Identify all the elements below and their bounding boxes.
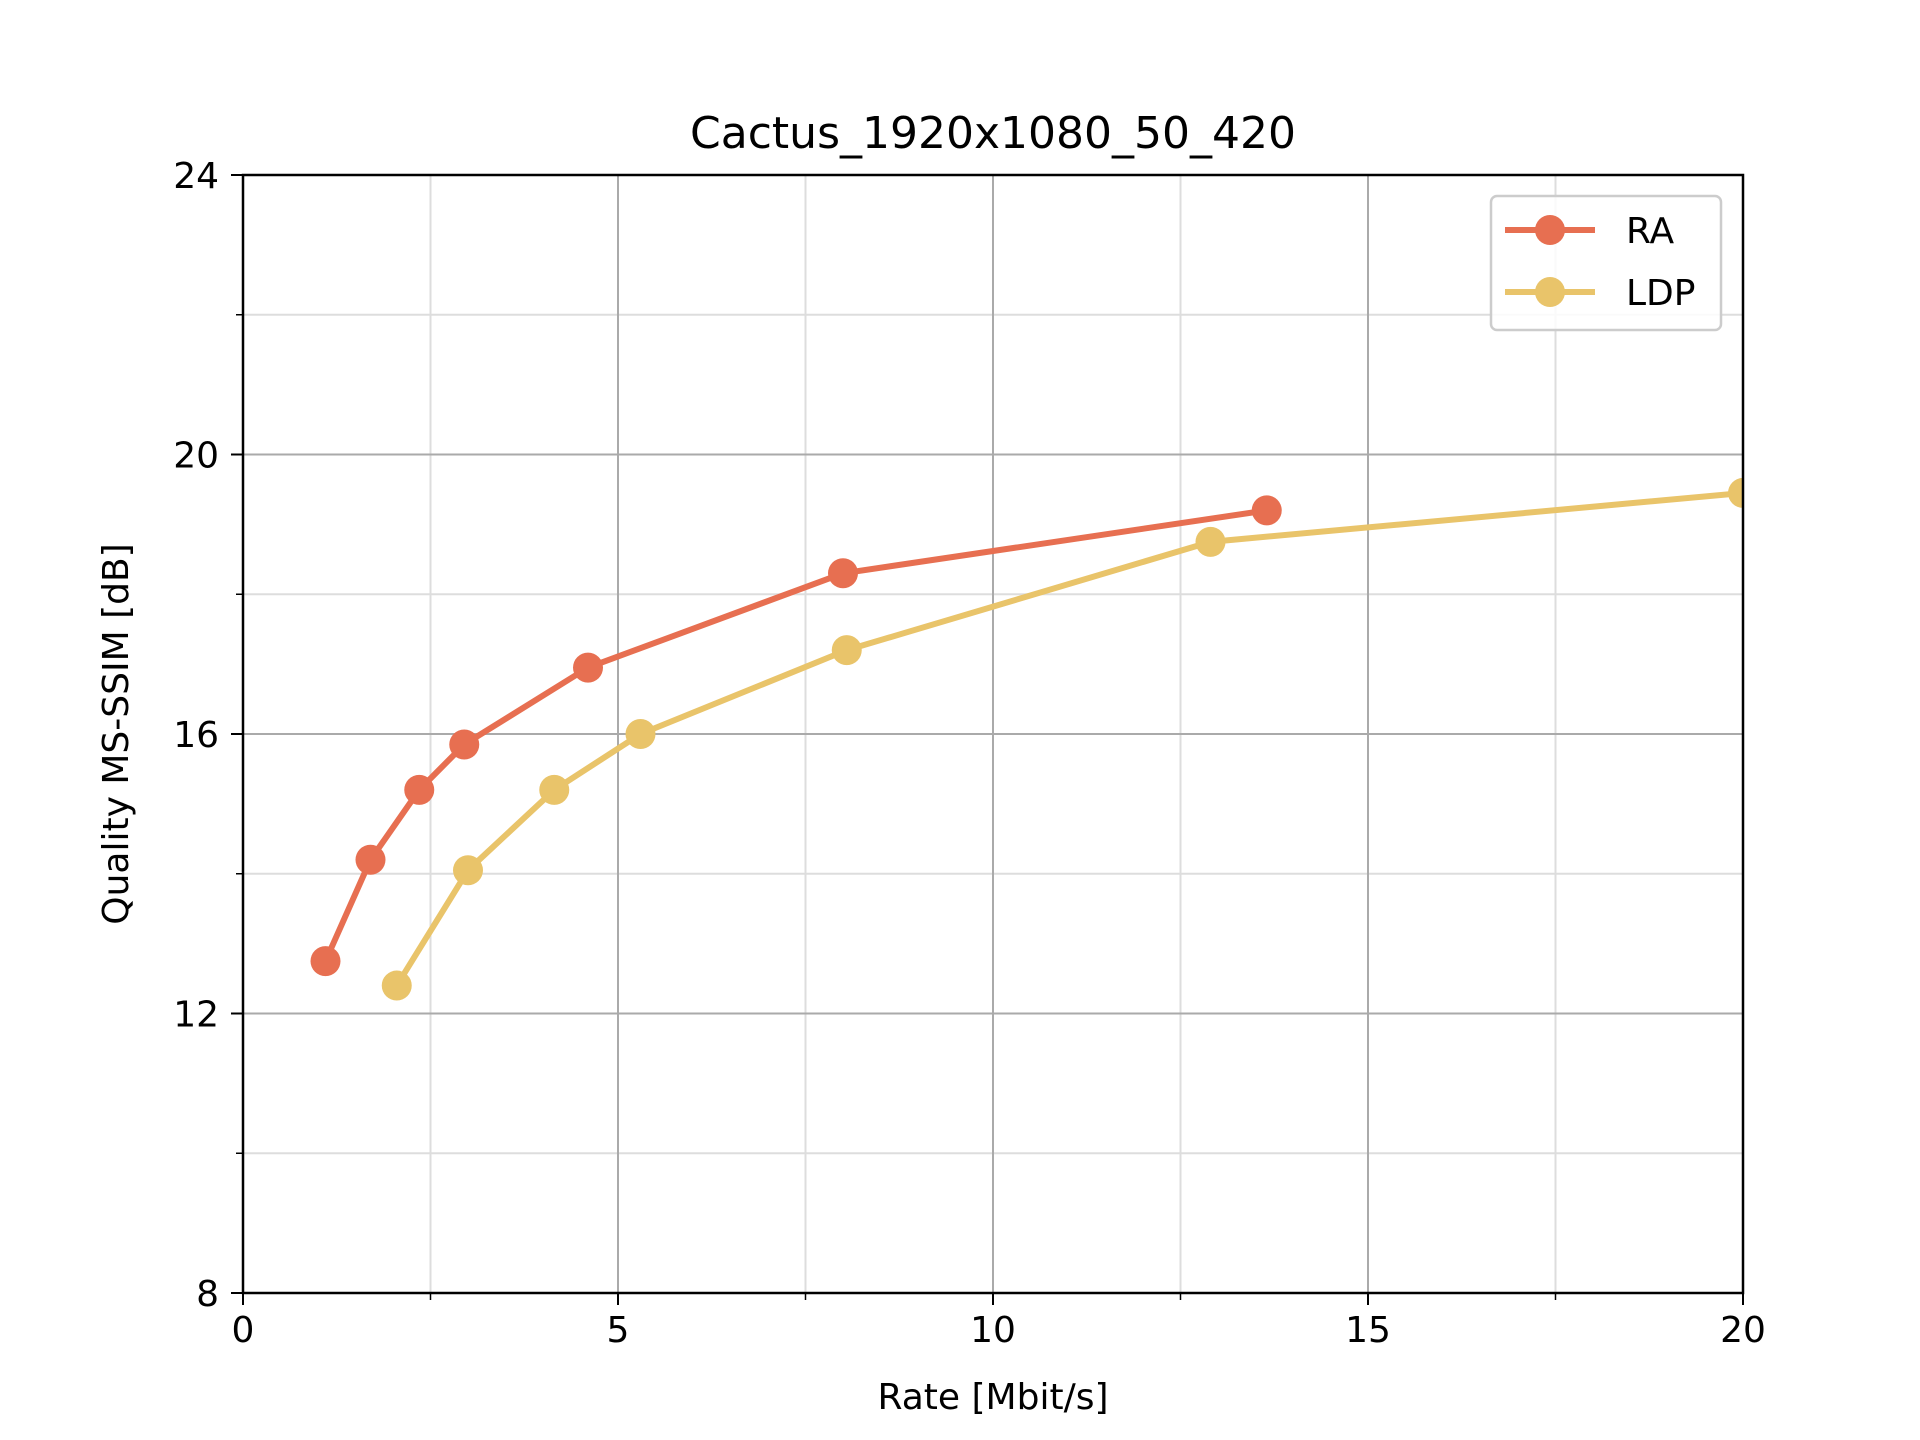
data-point-ra [1251, 495, 1282, 526]
x-tick-label: 10 [970, 1310, 1016, 1351]
y-axis-title: Quality MS-SSIM [dB] [96, 543, 137, 924]
data-point-ra [573, 652, 603, 683]
x-tick-label: 15 [1345, 1310, 1391, 1351]
data-point-ldp [1728, 477, 1743, 508]
data-point-ra [310, 946, 341, 977]
data-point-ra [355, 844, 386, 875]
chart-title: Cactus_1920x1080_50_420 [690, 108, 1296, 159]
y-tick-label: 20 [173, 436, 219, 477]
data-point-ldp [831, 635, 862, 666]
data-point-ldp [453, 855, 483, 886]
data-point-ldp [539, 774, 570, 805]
data-point-ra [449, 729, 480, 760]
y-tick-label: 24 [173, 156, 219, 197]
legend-marker-ldp [1535, 277, 1565, 307]
legend-label-ldp: LDP [1626, 273, 1696, 314]
data-point-ldp [625, 719, 656, 749]
series-line-ldp [394, 489, 1743, 988]
data-point-ldp [381, 970, 412, 1001]
x-tick-label: 20 [1720, 1310, 1766, 1351]
y-tick-label: 16 [173, 715, 219, 756]
series-layer [310, 477, 1743, 1001]
data-point-ldp [1195, 526, 1226, 557]
y-tick-label: 12 [173, 995, 219, 1036]
x-tick-label: 0 [232, 1310, 255, 1351]
legend: RA LDP [1489, 194, 1723, 332]
data-point-ra [404, 774, 435, 805]
y-tick-label: 8 [196, 1274, 219, 1315]
x-axis-title: Rate [Mbit/s] [878, 1377, 1109, 1418]
legend-label-ra: RA [1626, 211, 1675, 252]
ticks: 0 5 10 15 20 8 12 16 20 24 [173, 156, 1766, 1351]
data-point-ra [828, 558, 858, 589]
legend-marker-ra [1535, 215, 1565, 245]
x-tick-label: 5 [607, 1310, 630, 1351]
